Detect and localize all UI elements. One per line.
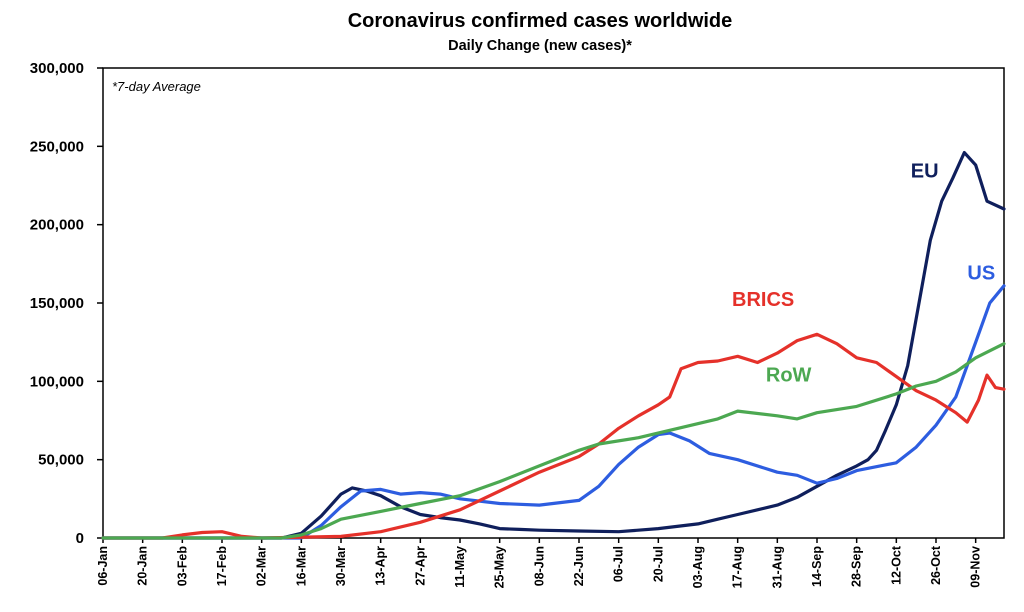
series-labels: EU US BRICS RoW [732,161,995,387]
y-tick-label: 250,000 [30,138,84,155]
series-label-eu: EU [911,161,939,183]
x-tick-label: 20-Jul [651,546,665,582]
x-tick-label: 28-Sep [850,546,864,587]
series-label-brics: BRICS [732,289,794,311]
x-tick-label: 17-Aug [731,546,745,588]
x-tick-label: 06-Jan [96,546,110,586]
y-tick-label: 0 [76,530,84,547]
x-axis: 06-Jan 20-Jan 03-Feb 17-Feb 02-Mar 16-Mar 30-M… [96,538,983,588]
x-tick-label: 02-Mar [255,546,269,586]
x-tick-label: 17-Feb [215,546,229,587]
x-tick-label: 03-Aug [691,546,705,588]
x-tick-label: 25-May [493,546,507,588]
series-line-row [101,342,1006,540]
x-tick-label: 14-Sep [810,546,824,587]
x-tick-label: 11-May [453,546,467,588]
x-tick-label: 27-Apr [413,546,427,586]
x-tick-label: 12-Oct [889,545,903,585]
y-tick-label: 50,000 [38,452,84,469]
series-label-row: RoW [766,364,812,386]
series-line-brics [101,332,1006,540]
y-tick-label: 150,000 [30,295,84,312]
x-tick-label: 08-Jun [532,546,546,586]
x-tick-label: 06-Jul [612,546,626,582]
y-tick-label: 200,000 [30,217,84,234]
chart-annotation: *7-day Average [112,79,201,94]
series-line-eu [101,151,1006,540]
chart-title: Coronavirus confirmed cases worldwide [348,10,733,32]
x-tick-label: 22-Jun [572,546,586,586]
x-tick-label: 26-Oct [929,545,943,585]
x-tick-label: 03-Feb [175,546,189,587]
chart-subtitle: Daily Change (new cases)* [448,38,632,54]
y-axis: 0 50,000 100,000 150,000 200,000 250,000 300,0… [30,60,103,547]
series-label-us: US [967,263,995,285]
x-tick-label: 31-Aug [770,546,784,588]
x-tick-label: 30-Mar [334,546,348,586]
y-tick-label: 100,000 [30,373,84,390]
y-tick-label: 300,000 [30,60,84,77]
series-group [101,151,1006,540]
series-line-us [101,284,1006,540]
x-tick-label: 09-Nov [969,546,983,588]
x-tick-label: 20-Jan [136,546,150,586]
x-tick-label: 16-Mar [294,546,308,586]
x-tick-label: 13-Apr [374,546,388,586]
